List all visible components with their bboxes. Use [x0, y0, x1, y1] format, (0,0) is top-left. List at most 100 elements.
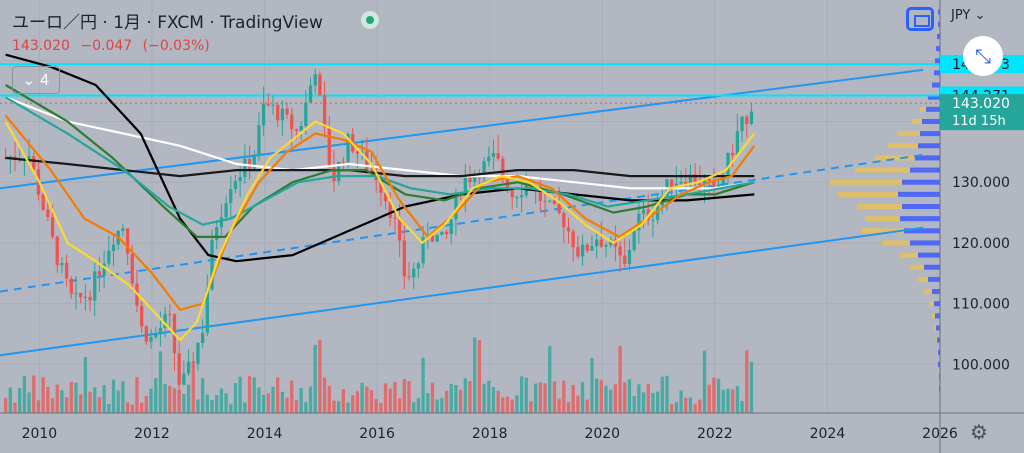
candle [487, 156, 491, 162]
volume-profile-bar [918, 252, 940, 258]
price-change-pct: (−0.03%) [142, 38, 210, 54]
volume-bar [205, 394, 209, 413]
candle [271, 104, 275, 106]
volume-profile-bar [937, 33, 940, 39]
volume-profile [830, 9, 940, 392]
volume-bar [468, 381, 472, 413]
volume-bar [111, 379, 116, 413]
candle [304, 102, 308, 126]
time-tick-label: 2014 [247, 426, 283, 442]
candle [327, 127, 331, 168]
candle [552, 200, 557, 204]
volume-bar [252, 377, 256, 413]
trend-lines [0, 68, 924, 357]
volume-bar [327, 386, 331, 413]
candle [158, 327, 163, 335]
volume-bar [716, 378, 721, 413]
fullscreen-icon[interactable] [906, 7, 934, 31]
candle [168, 314, 172, 316]
grid [0, 0, 940, 413]
volume-bar [482, 383, 486, 413]
volume-bar [702, 350, 707, 413]
volume-bar [149, 388, 153, 413]
candle [393, 217, 397, 219]
candle [346, 133, 350, 162]
collapse-arrows-icon[interactable]: ⤡ [963, 36, 1003, 76]
currency-selector[interactable]: JPY ⌄ [951, 8, 986, 23]
candle [463, 177, 467, 195]
candle [121, 228, 125, 231]
candle [580, 244, 585, 257]
volume-profile-bar [904, 228, 940, 234]
volume-bar [416, 397, 421, 413]
volume-profile-bar [924, 264, 940, 270]
volume-bar [379, 402, 383, 413]
candle [294, 129, 299, 131]
candle [627, 249, 632, 265]
indicator-toggle-button[interactable]: ⌄ 4 [12, 66, 60, 94]
candle [416, 263, 421, 269]
volume-bar [186, 384, 191, 413]
volume-bar [285, 397, 289, 413]
candle [562, 212, 566, 228]
volume-bar [487, 380, 491, 413]
volume-bar [172, 388, 177, 413]
volume-bar [613, 384, 618, 413]
candle [449, 219, 453, 235]
volume-bar [308, 386, 313, 413]
volume-bar [294, 400, 299, 413]
volume-profile-bar [932, 82, 940, 88]
moving-averages [4, 53, 756, 342]
moving-average-line [5, 53, 755, 263]
candle [618, 246, 622, 256]
volume-bar [566, 402, 571, 413]
candle [149, 337, 153, 342]
volume-bar [163, 383, 167, 413]
volume-bar [341, 389, 345, 413]
volume-bar [393, 382, 397, 413]
volume-profile-bar [910, 264, 924, 270]
volume-profile-bar [934, 325, 936, 331]
candles [3, 68, 754, 399]
volume-bar [64, 397, 69, 413]
volume-bar [360, 382, 364, 413]
volume-profile-bar [910, 167, 940, 173]
price-tag-label: 143.020 [952, 96, 1010, 112]
volume-bar [402, 378, 406, 413]
moving-average-line [5, 96, 755, 226]
last-price-tag [940, 94, 1024, 131]
volume-bar [726, 388, 730, 413]
candle [721, 175, 725, 185]
candle [576, 247, 580, 257]
price-tick-label: 100.000 [952, 357, 1010, 373]
volume-bar [69, 382, 73, 413]
candle [341, 161, 345, 163]
candle [716, 184, 721, 187]
candle [468, 177, 472, 183]
volume-bar [388, 388, 392, 413]
volume-bar [219, 388, 224, 413]
volume-bar [125, 402, 130, 413]
volume-bar [599, 380, 603, 413]
volume-bar [712, 377, 716, 413]
candle [60, 262, 64, 266]
volume-profile-bar [922, 118, 940, 124]
time-tick-label: 2016 [359, 426, 395, 442]
candle [641, 209, 646, 214]
candle [140, 305, 144, 327]
candle [548, 200, 552, 202]
volume-bar [435, 399, 439, 413]
candle [93, 271, 97, 301]
price-change: −0.047 [80, 38, 133, 54]
volume-bar [665, 375, 669, 413]
volume-bar [562, 380, 566, 413]
last-price: 143.020 [12, 38, 70, 54]
candle [130, 253, 134, 284]
volume-bar [79, 394, 83, 413]
volume-bar [571, 384, 575, 413]
volume-profile-bar [912, 118, 922, 124]
gear-icon[interactable]: ⚙ [970, 420, 988, 444]
volume-bar [641, 392, 646, 413]
